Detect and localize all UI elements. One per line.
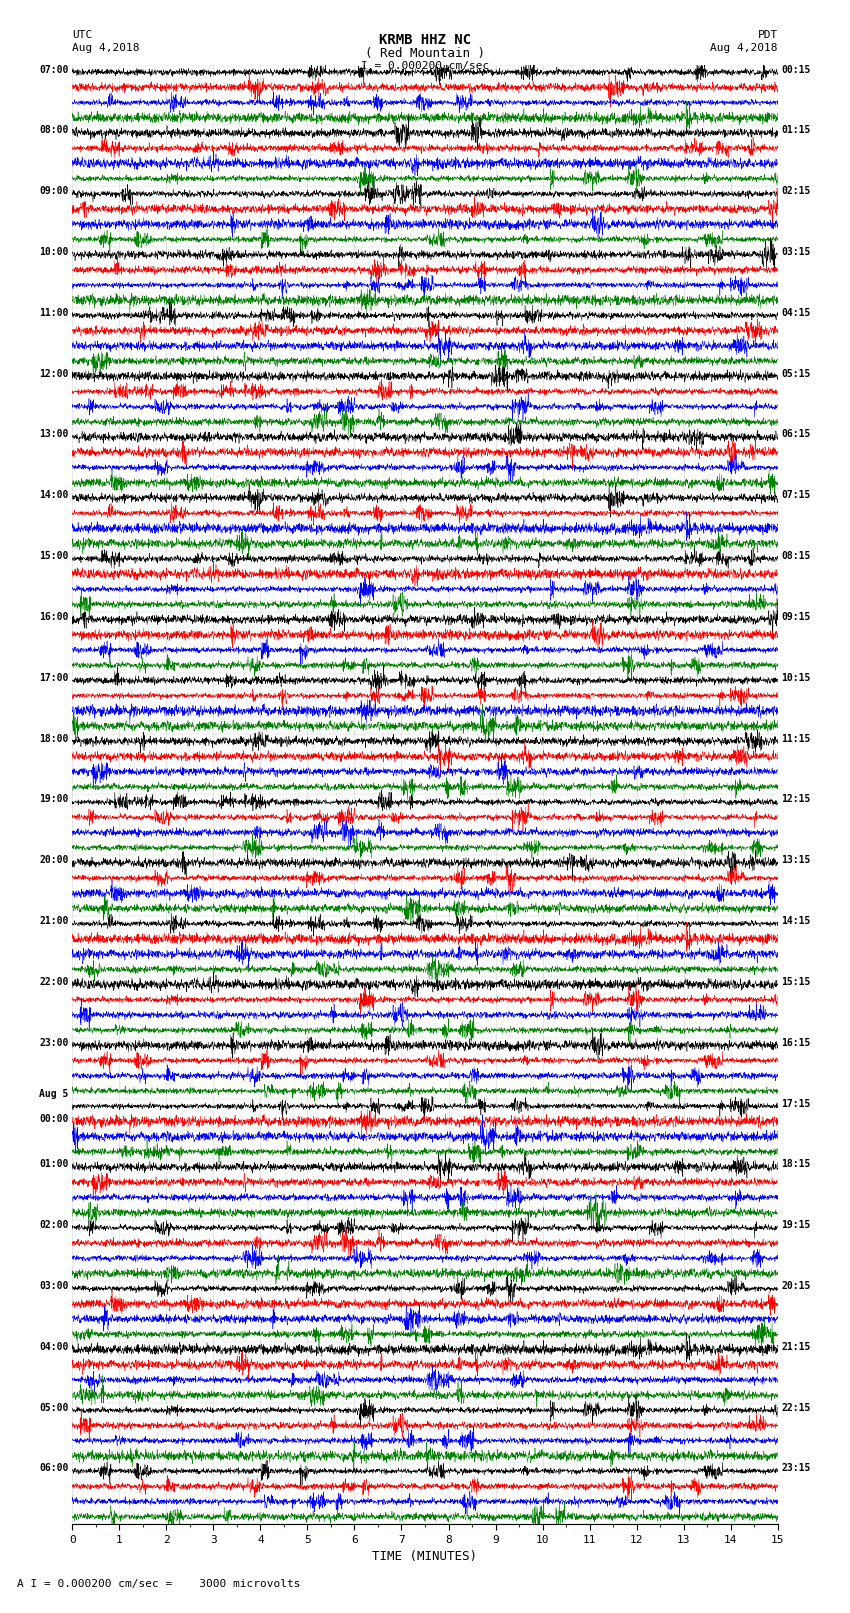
Text: 08:00: 08:00 [39, 126, 69, 135]
Text: 10:00: 10:00 [39, 247, 69, 256]
Text: 12:00: 12:00 [39, 369, 69, 379]
Text: KRMB HHZ NC: KRMB HHZ NC [379, 34, 471, 47]
Text: 20:15: 20:15 [781, 1281, 811, 1290]
Text: 22:00: 22:00 [39, 977, 69, 987]
Text: 22:15: 22:15 [781, 1403, 811, 1413]
Text: Aug 4,2018: Aug 4,2018 [711, 44, 778, 53]
Text: 21:00: 21:00 [39, 916, 69, 926]
Text: 06:15: 06:15 [781, 429, 811, 439]
Text: 11:00: 11:00 [39, 308, 69, 318]
Text: 13:15: 13:15 [781, 855, 811, 865]
Text: 03:15: 03:15 [781, 247, 811, 256]
Text: 09:15: 09:15 [781, 611, 811, 623]
Text: 23:15: 23:15 [781, 1463, 811, 1473]
Text: 02:00: 02:00 [39, 1219, 69, 1231]
Text: 14:15: 14:15 [781, 916, 811, 926]
Text: 08:15: 08:15 [781, 552, 811, 561]
Text: 16:00: 16:00 [39, 611, 69, 623]
Text: ( Red Mountain ): ( Red Mountain ) [365, 47, 485, 60]
Text: PDT: PDT [757, 31, 778, 40]
Text: 01:15: 01:15 [781, 126, 811, 135]
Text: 00:15: 00:15 [781, 65, 811, 74]
Text: 16:15: 16:15 [781, 1037, 811, 1048]
Text: 00:00: 00:00 [39, 1113, 69, 1124]
Text: 23:00: 23:00 [39, 1037, 69, 1048]
Text: I = 0.000200 cm/sec: I = 0.000200 cm/sec [361, 61, 489, 71]
Text: 15:15: 15:15 [781, 977, 811, 987]
Text: 18:00: 18:00 [39, 734, 69, 744]
Text: 13:00: 13:00 [39, 429, 69, 439]
Text: 05:15: 05:15 [781, 369, 811, 379]
Text: 07:00: 07:00 [39, 65, 69, 74]
Text: 07:15: 07:15 [781, 490, 811, 500]
Text: A I = 0.000200 cm/sec =    3000 microvolts: A I = 0.000200 cm/sec = 3000 microvolts [17, 1579, 301, 1589]
Text: 09:00: 09:00 [39, 185, 69, 197]
Text: 20:00: 20:00 [39, 855, 69, 865]
Text: 04:15: 04:15 [781, 308, 811, 318]
Text: 02:15: 02:15 [781, 185, 811, 197]
Text: 17:00: 17:00 [39, 673, 69, 682]
Text: 04:00: 04:00 [39, 1342, 69, 1352]
Text: 17:15: 17:15 [781, 1098, 811, 1108]
Text: 03:00: 03:00 [39, 1281, 69, 1290]
X-axis label: TIME (MINUTES): TIME (MINUTES) [372, 1550, 478, 1563]
Text: UTC: UTC [72, 31, 93, 40]
Text: 06:00: 06:00 [39, 1463, 69, 1473]
Text: 21:15: 21:15 [781, 1342, 811, 1352]
Text: Aug 5: Aug 5 [39, 1089, 69, 1098]
Text: 12:15: 12:15 [781, 794, 811, 805]
Text: 14:00: 14:00 [39, 490, 69, 500]
Text: 01:00: 01:00 [39, 1160, 69, 1169]
Text: Aug 4,2018: Aug 4,2018 [72, 44, 139, 53]
Text: 15:00: 15:00 [39, 552, 69, 561]
Text: 18:15: 18:15 [781, 1160, 811, 1169]
Text: 05:00: 05:00 [39, 1403, 69, 1413]
Text: 10:15: 10:15 [781, 673, 811, 682]
Text: 19:00: 19:00 [39, 794, 69, 805]
Text: 11:15: 11:15 [781, 734, 811, 744]
Text: 19:15: 19:15 [781, 1219, 811, 1231]
